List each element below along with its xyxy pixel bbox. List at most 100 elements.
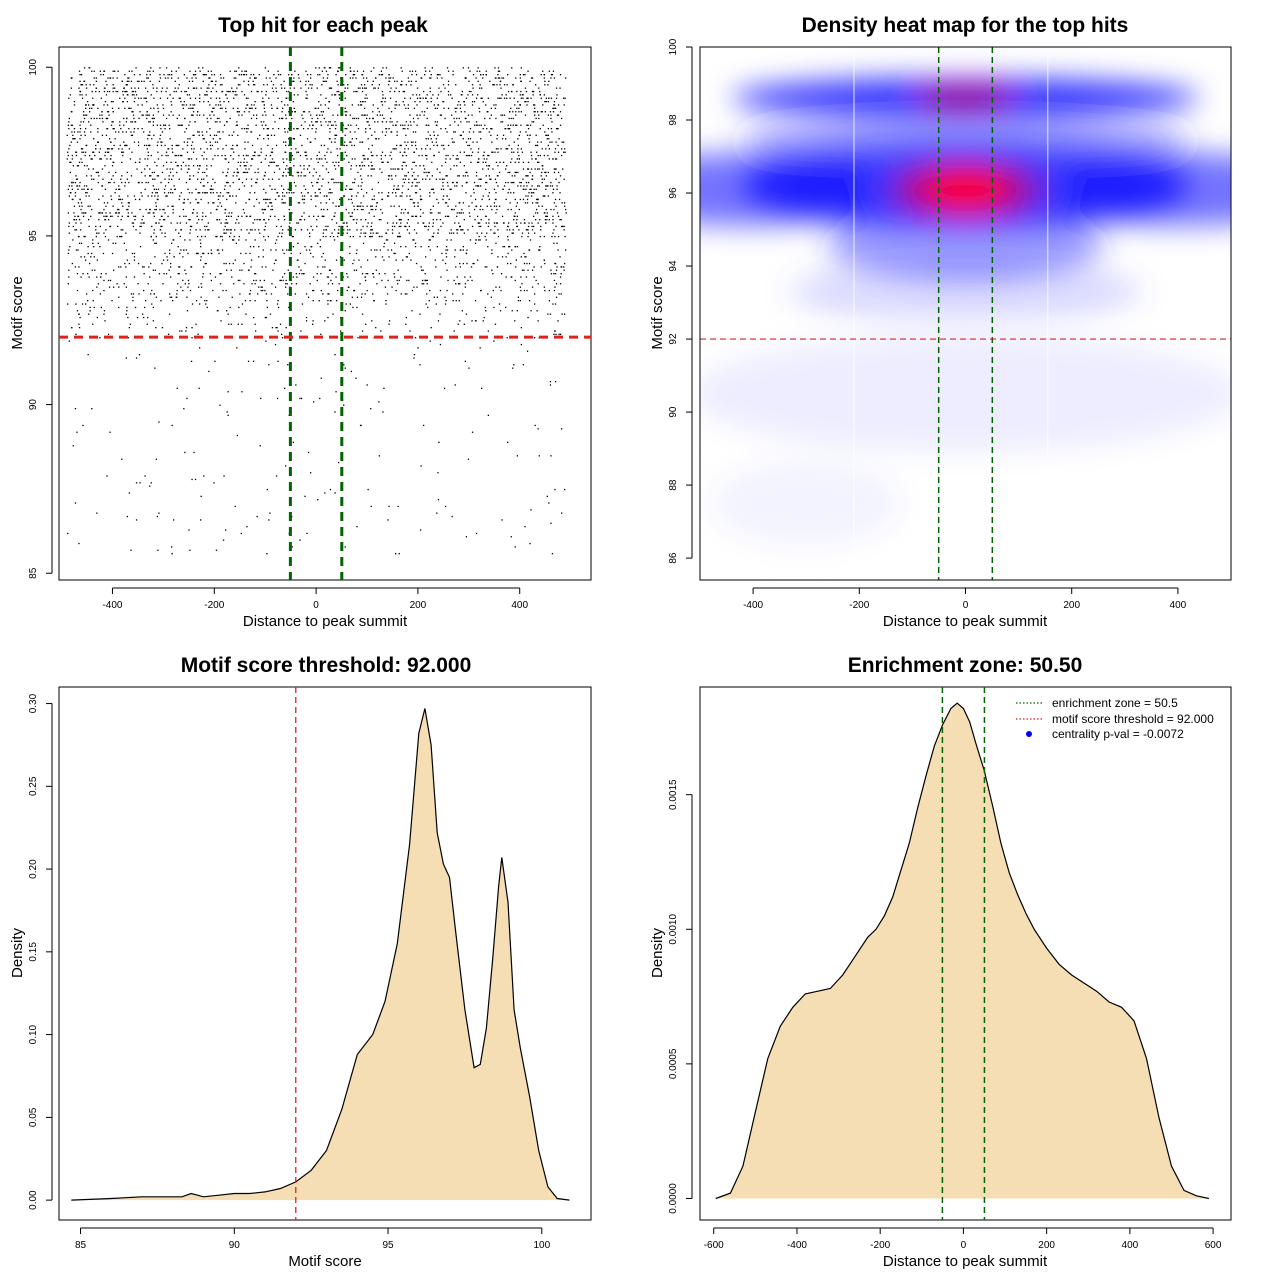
scatter-point [303,219,306,221]
heatmap-y-axis-label: Motif score [649,276,666,349]
distance-density-title: Enrichment zone: 50.50 [848,654,1083,677]
scatter-point [170,101,172,103]
scatter-point [160,144,163,147]
scatter-point [220,205,223,207]
scatter-point [224,158,226,160]
scatter-point [387,178,390,180]
scatter-point [98,198,100,201]
scatter-point [400,124,402,126]
scatter-point [325,121,327,123]
scatter-point [81,148,83,150]
distance-density-x-tick-label: 600 [1205,1240,1222,1251]
scatter-point [133,74,136,76]
scatter-point [186,397,188,400]
scatter-point [497,175,499,177]
scatter-point [289,87,291,89]
scatter-point [325,97,327,99]
scatter-point [351,158,353,160]
scatter-point [156,165,158,167]
scatter-point [362,205,364,207]
scatter-point [211,80,213,82]
scatter-point [301,114,303,116]
scatter-point [545,215,547,217]
scatter-point [300,192,303,194]
scatter-point [141,181,143,184]
scatter-point [531,175,534,177]
scatter-point [207,70,209,72]
scatter-point [507,124,509,126]
scatter-point [314,138,316,140]
scatter-point [311,87,313,89]
scatter-point [360,232,362,234]
scatter-point [209,104,211,106]
scatter-point [405,107,407,109]
scatter-point [522,74,525,76]
scatter-point [215,235,217,238]
scatter-point [349,131,351,133]
scatter-point [277,306,280,309]
scatter-point [414,215,417,217]
scatter-point [380,208,382,211]
scatter-point [194,70,197,72]
scatter-point [85,195,87,197]
scatter-point [323,229,325,231]
scatter-point [91,208,93,211]
scatter-point [360,185,362,187]
scatter-point [531,225,533,228]
scatter-point [99,148,101,150]
scatter-point [450,229,452,231]
scatter-point [565,208,567,211]
scatter-point [158,222,160,224]
scatter-point [534,303,536,305]
scatter-point [556,94,558,96]
scatter-point [199,192,201,194]
scatter-point [496,266,499,268]
scatter-point [539,154,541,157]
scatter-point [151,195,153,197]
scatter-point [147,151,149,153]
scatter-point [558,293,560,295]
scatter-point [406,279,408,282]
scatter-point [100,158,102,160]
scatter-point [378,273,380,275]
scatter-point [221,107,223,109]
scatter-point [254,323,256,325]
distance-density-fill [715,703,1209,1199]
scatter-point [393,273,395,275]
scatter-point [550,128,553,130]
scatter-point [321,70,323,72]
scatter-point [139,225,141,228]
scatter-point [73,101,76,103]
scatter-point [212,178,214,180]
scatter-point [384,101,386,103]
scatter-x-tick-label: 400 [511,600,528,611]
scatter-point [306,229,309,231]
scatter-point [154,269,156,271]
scatter-point [165,195,167,197]
scatter-point [434,259,436,261]
scatter-point [269,154,272,157]
scatter-point [352,262,354,265]
scatter-point [247,128,249,130]
scatter-point [88,225,90,228]
scatter-point [512,117,514,120]
scatter-point [405,121,407,123]
scatter-point [251,158,254,160]
scatter-point [317,215,319,217]
scatter-point [425,154,427,157]
scatter-point [472,188,475,190]
scatter-point [78,266,80,268]
scatter-point [272,114,275,116]
scatter-point [145,181,147,184]
scatter-point [552,215,554,217]
scatter-point [520,276,522,278]
scatter-point [81,151,83,153]
scatter-point [390,87,392,89]
scatter-point [319,158,321,160]
scatter-point [272,84,275,86]
scatter-point [384,154,387,157]
scatter-point [314,195,316,197]
scatter-point [315,171,317,174]
scatter-point [506,148,508,150]
scatter-point [112,111,114,113]
